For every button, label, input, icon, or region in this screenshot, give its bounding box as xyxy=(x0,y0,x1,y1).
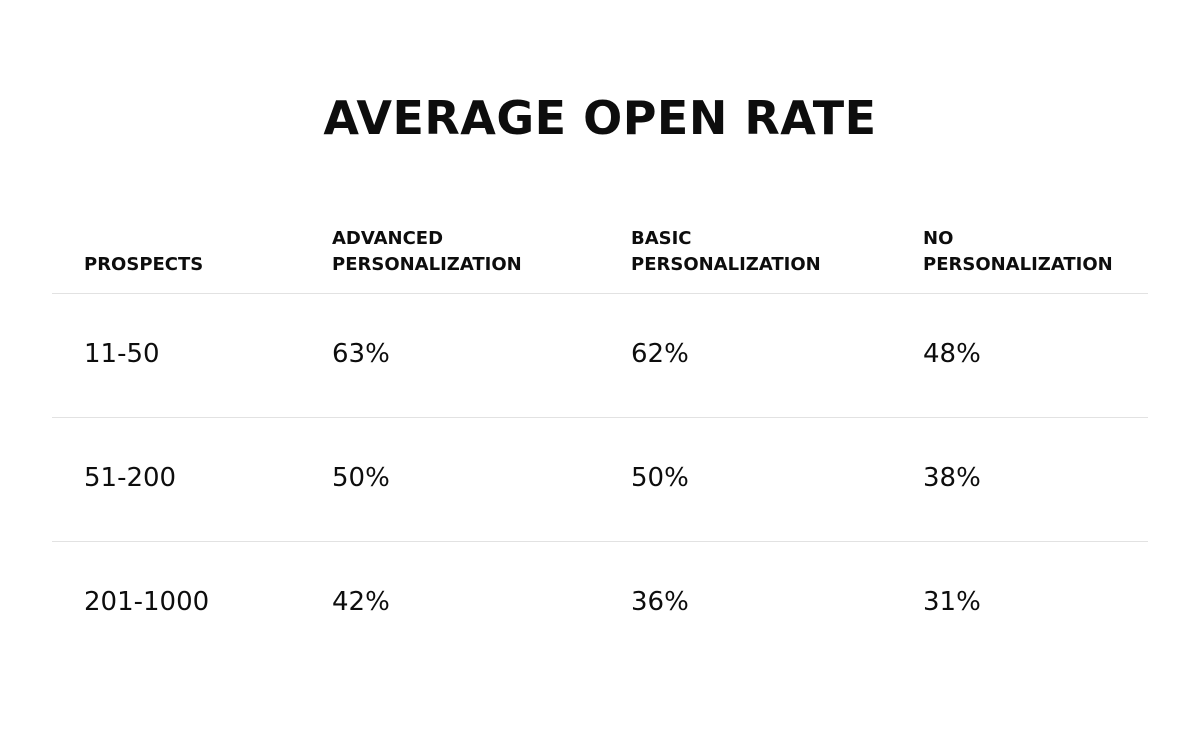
cell-none: 31% xyxy=(923,587,981,617)
cell-none: 38% xyxy=(923,463,981,493)
cell-prospects: 201-1000 xyxy=(84,587,210,617)
cell-advanced: 63% xyxy=(332,339,390,369)
column-header-line: PROSPECTS xyxy=(84,254,204,275)
cell-prospects: 11-50 xyxy=(84,339,160,369)
column-header-basic-personalization: BASIC PERSONALIZATION xyxy=(631,226,821,278)
column-header-advanced-personalization: ADVANCED PERSONALIZATION xyxy=(332,226,522,278)
column-header-prospects: PROSPECTS xyxy=(84,252,203,278)
cell-basic: 62% xyxy=(631,339,689,369)
cell-advanced: 50% xyxy=(332,463,390,493)
cell-prospects: 51-200 xyxy=(84,463,177,493)
column-header-line: PERSONALIZATION xyxy=(923,254,1113,275)
column-header-no-personalization: NO PERSONALIZATION xyxy=(923,226,1113,278)
column-header-line: NO xyxy=(923,228,954,249)
cell-basic: 50% xyxy=(631,463,689,493)
column-header-line: ADVANCED xyxy=(332,228,444,249)
column-header-line: PERSONALIZATION xyxy=(332,254,522,275)
cell-none: 48% xyxy=(923,339,981,369)
table-row: 201-1000 42% 36% 31% xyxy=(52,542,1148,665)
table-row: 11-50 63% 62% 48% xyxy=(52,294,1148,418)
table-row: 51-200 50% 50% 38% xyxy=(52,418,1148,542)
cell-basic: 36% xyxy=(631,587,689,617)
table-header: PROSPECTS ADVANCED PERSONALIZATION BASIC… xyxy=(52,222,1148,294)
cell-advanced: 42% xyxy=(332,587,390,617)
chart-title: AVERAGE OPEN RATE xyxy=(323,91,877,145)
open-rate-table: PROSPECTS ADVANCED PERSONALIZATION BASIC… xyxy=(52,222,1148,665)
column-header-line: BASIC xyxy=(631,228,692,249)
column-header-line: PERSONALIZATION xyxy=(631,254,821,275)
